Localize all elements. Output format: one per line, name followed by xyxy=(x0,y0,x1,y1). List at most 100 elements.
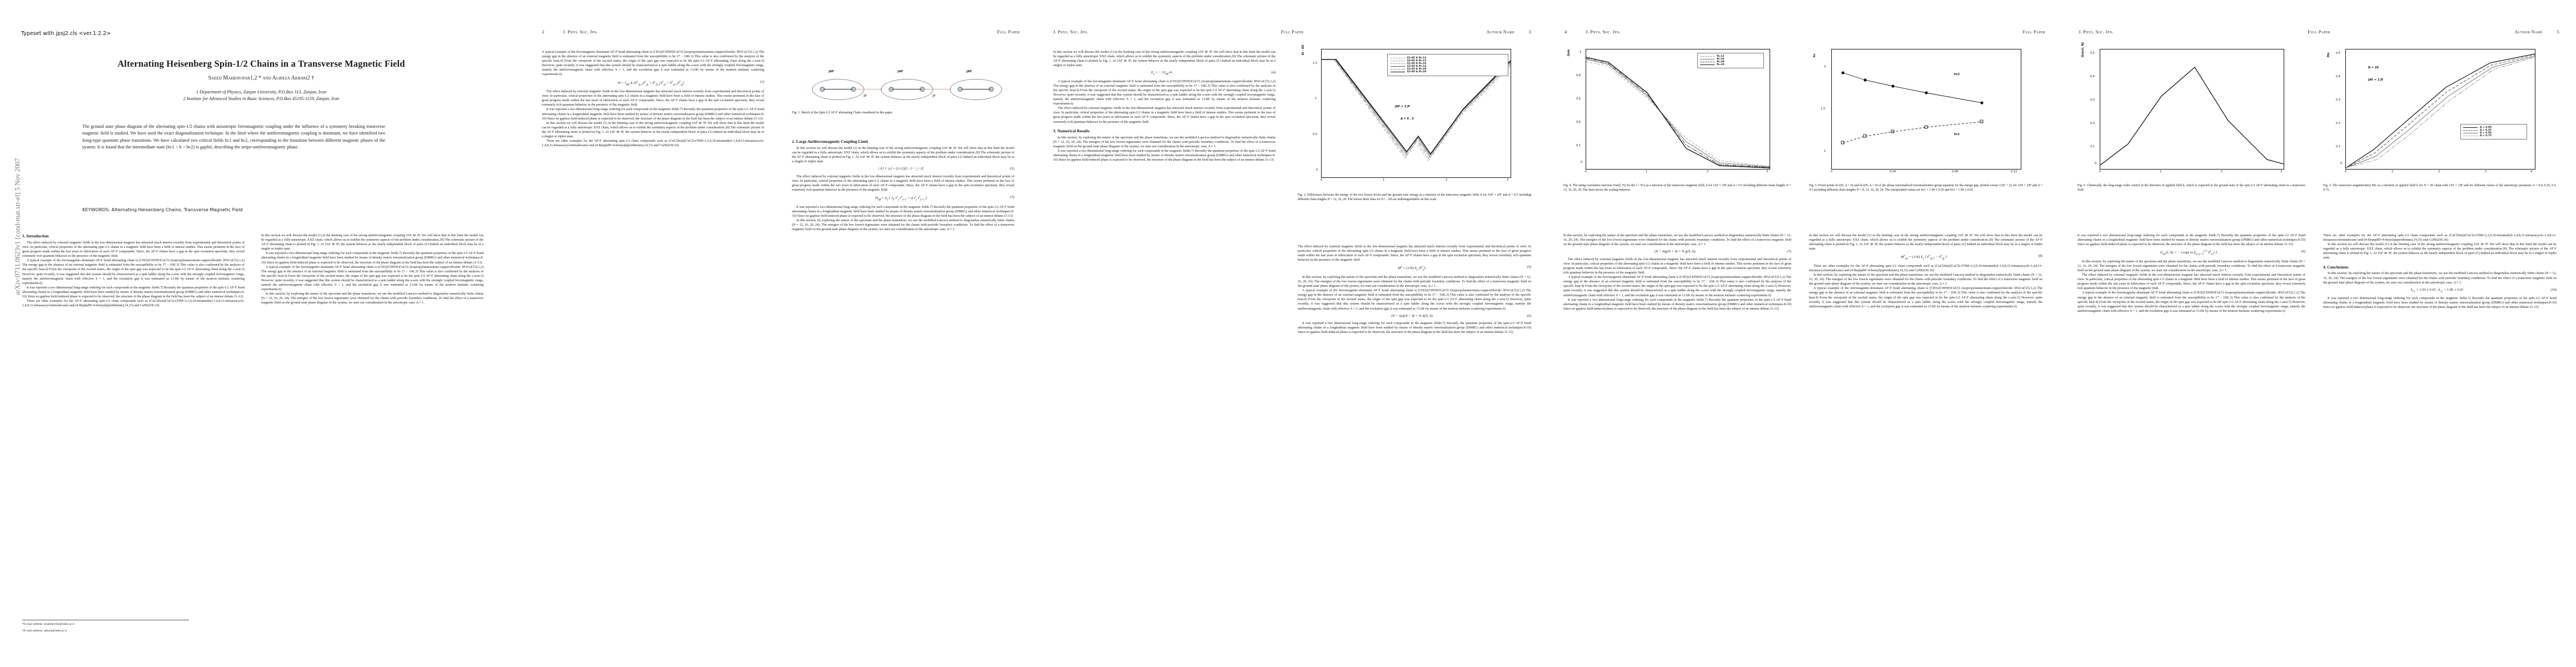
paragraph: It was reported a two dimensional long-r… xyxy=(1053,149,1275,162)
figure-1: · · · JAF JF JAF JF JAF xyxy=(792,50,1014,116)
legend-item: Δ = 0.25 xyxy=(2463,129,2524,132)
y-tick: 0 xyxy=(1316,168,1318,172)
y-tick: 0.1 xyxy=(2090,145,2095,148)
legend-label: N=24 xyxy=(1717,63,1725,66)
y-tick: 0.5 xyxy=(2090,52,2095,55)
figure-4-legend: N=12 N=16 N=20 N=24 xyxy=(1697,53,1764,68)
legend-swatch xyxy=(1391,63,1405,64)
paragraph: There are other examples for the AF-F al… xyxy=(542,140,764,148)
figure-4-plot: Ostr 1 0.8 0.6 0.4 0.2 0 0 1 2 3 N=12 xyxy=(1567,49,1770,173)
legend-label: N=12 xyxy=(1717,55,1725,58)
paragraph: In this section we will discuss the mode… xyxy=(1053,51,1275,68)
paragraph: It was reported a two dimensional long-r… xyxy=(22,286,245,298)
figure-2-legend: E1-E0 & N=12 E2-E0 & N=12 E1-E0 & N=16 E… xyxy=(1387,54,1508,76)
page-5[interactable]: J. Phys. Soc. Jpn. Full Paper Author Nam… xyxy=(2062,0,2576,667)
y-tick: 1 xyxy=(1315,97,1317,100)
paragraph: It was reported a two dimensional long-r… xyxy=(1298,322,1531,335)
paragraph: A typical example of the ferromagnetic-d… xyxy=(542,51,764,77)
paragraph: The effect induced by external magnetic … xyxy=(542,90,764,107)
jaf-label: JAF xyxy=(966,70,972,73)
x-tick: 3 xyxy=(2280,170,2283,173)
page-2[interactable]: 2 J. Phys. Soc. Jpn. Full Paper · · · JA… xyxy=(525,0,1037,667)
legend-swatch xyxy=(1700,56,1715,57)
running-head-journal: J. Phys. Soc. Jpn. xyxy=(1053,29,1088,34)
legend-label: Δ = 0.75 xyxy=(2480,135,2492,137)
figure-4-label: Fig. 4. xyxy=(1563,184,1572,187)
page-1[interactable]: Typeset with jpsj2.cls <ver.1.2.2> arXiv… xyxy=(0,0,525,667)
section-2-heading: 2. Large Antiferromagnetic Coupling Limi… xyxy=(792,139,868,144)
abstract: The ground state phase diagram of the al… xyxy=(82,124,385,150)
jaf-label: JAF xyxy=(829,70,834,73)
affiliation-block: 1 Department of Physics, Zanjan Universi… xyxy=(22,89,500,102)
running-head-type: Full Paper xyxy=(997,29,1020,34)
page1-column-left: 1. Introduction The effect induced by ex… xyxy=(22,233,245,623)
paragraph: It was reported a two dimensional long-r… xyxy=(792,205,1014,218)
jaf-label: JAF xyxy=(898,70,903,73)
running-head-journal: J. Phys. Soc. Jpn. xyxy=(1586,29,1621,34)
legend-item: E2-E0 & N=12 xyxy=(1391,59,1505,62)
jf-label: JF xyxy=(933,94,936,98)
equation-number: (6) xyxy=(1527,313,1531,318)
equation-6: (N + 4)Δ(N + 4) = N Δ(N, h). (6) xyxy=(1391,313,1531,318)
keywords-line: KEYWORDS: Alternating Heisenberg Chains,… xyxy=(82,207,393,212)
figure-3-legend: Δ = 0.00 Δ = 0.25 Δ = 0.50 Δ = 0.75 xyxy=(2460,124,2527,140)
legend-label: N=20 xyxy=(1717,61,1725,63)
y-tick: 0.1 xyxy=(2336,145,2340,148)
legend-item: N=16 xyxy=(1700,58,1761,61)
paragraph: In this section, by exploring the nature… xyxy=(2077,260,2305,272)
paragraph: There are other examples for the AF-F al… xyxy=(22,300,245,308)
legend-item: E1-E0 & N=12 xyxy=(1391,57,1505,59)
figure-4-caption-text: The string correlation function Ostr(l, … xyxy=(1563,184,1792,192)
x-tick: 0.08 xyxy=(1952,170,1959,173)
paragraph: In this section, by exploring the nature… xyxy=(1053,136,1275,148)
equation-number: (7) xyxy=(1787,250,1791,254)
paragraph: In this section we will discuss the mode… xyxy=(1809,234,2042,251)
equation-3: Heff = Σj [ JF τxj τxj+1 + Δ τzj τzj+1 ]… xyxy=(875,195,1014,202)
figure-1-caption-text: Sketch of the Spin-1/2 AF-F alternating … xyxy=(801,111,893,115)
equation-number: (1) xyxy=(760,79,764,84)
legend-item: N=12 xyxy=(1700,55,1761,58)
running-head-page-number: 5 xyxy=(2557,29,2559,34)
legend-label: Δ = 0.00 xyxy=(2480,126,2492,129)
section-1-heading: 1. Introduction xyxy=(22,233,49,238)
jf-label: JF xyxy=(864,94,867,98)
figure-5-series-label-hc1: hc1 xyxy=(1954,133,1960,136)
running-head-journal: J. Phys. Soc. Jpn. xyxy=(2079,29,2114,34)
legend-item: E2-E0 & N=16 xyxy=(1391,65,1505,68)
figure-2-annotation-coupling: JAF = 2 JF xyxy=(1395,105,1411,108)
x-tick: 1 xyxy=(1383,178,1385,182)
y-tick: 1 xyxy=(1580,51,1582,54)
figure-4: Ostr 1 0.8 0.6 0.4 0.2 0 0 1 2 3 N=12 xyxy=(1563,49,1791,192)
y-axis-label: Ostr xyxy=(1567,49,1571,56)
legend-item: Δ = 0.75 xyxy=(2463,135,2524,137)
page-3[interactable]: J. Phys. Soc. Jpn. Full Paper Author Nam… xyxy=(1037,0,1548,667)
paragraph: There are other examples for the AF-F al… xyxy=(2323,234,2557,242)
paragraph: A typical example of the ferromagnetic-d… xyxy=(22,259,245,285)
figure-2: Ei - E0 1.5 1 0.5 0 0 1 2 3 E1- xyxy=(1298,45,1531,202)
trailing-dots: · · · xyxy=(1003,87,1011,90)
keywords-value: Alternating Heisenberg Chains, Transvers… xyxy=(111,207,243,212)
page-4[interactable]: 4 J. Phys. Soc. Jpn. Full Paper Ostr 1 0… xyxy=(1548,0,2062,667)
figure-5: hc 2 1.5 1 0 0.04 0.08 0.12 xyxy=(1809,49,2042,192)
y-tick: 0.5 xyxy=(1313,133,1317,136)
legend-swatch xyxy=(1700,64,1715,65)
x-tick: 0 xyxy=(1321,178,1323,182)
legend-item: E2-E0 & N=20 xyxy=(1391,71,1505,73)
figure-6-curves xyxy=(2100,67,2284,166)
equation-1: H = JAF Σ [Sx2j-1Sx2j + Sy2j-1Sy2j + Sz2… xyxy=(617,79,764,86)
equation-8: Mxstr = (1/N) Σj ⟨ Sx2j-1 − Sx2j ⟩ (8) xyxy=(1901,254,2042,261)
figure-5-series-label-hc2: hc2 xyxy=(1954,73,1960,76)
figure-5-caption-text: Fixed points hc1(N, Δ = 0) and hc2(N, Δ … xyxy=(1809,184,2043,192)
x-tick: 3 xyxy=(1766,170,1768,173)
legend-item: E1-E0 & N=16 xyxy=(1391,62,1505,65)
footnote-2: †E-mail address: akbari@iasbs.ac.ir xyxy=(22,629,67,633)
x-tick: 0 xyxy=(1831,170,1833,173)
paragraph: A typical example of the ferromagnetic-d… xyxy=(2077,291,2305,313)
paragraph: In this section, by exploring the nature… xyxy=(2323,272,2557,285)
paragraph: A typical example of the ferromagnetic-d… xyxy=(1563,276,1791,297)
figure-3: Mx 0.5 0.4 0.3 0.2 0.1 0 0 1 2 3 4 xyxy=(2323,49,2557,192)
figure-2-label: Fig. 2. xyxy=(1298,193,1307,197)
legend-label: E1-E0 & N=12 xyxy=(1407,57,1427,59)
paragraph: The effect induced by external magnetic … xyxy=(1298,245,1531,262)
